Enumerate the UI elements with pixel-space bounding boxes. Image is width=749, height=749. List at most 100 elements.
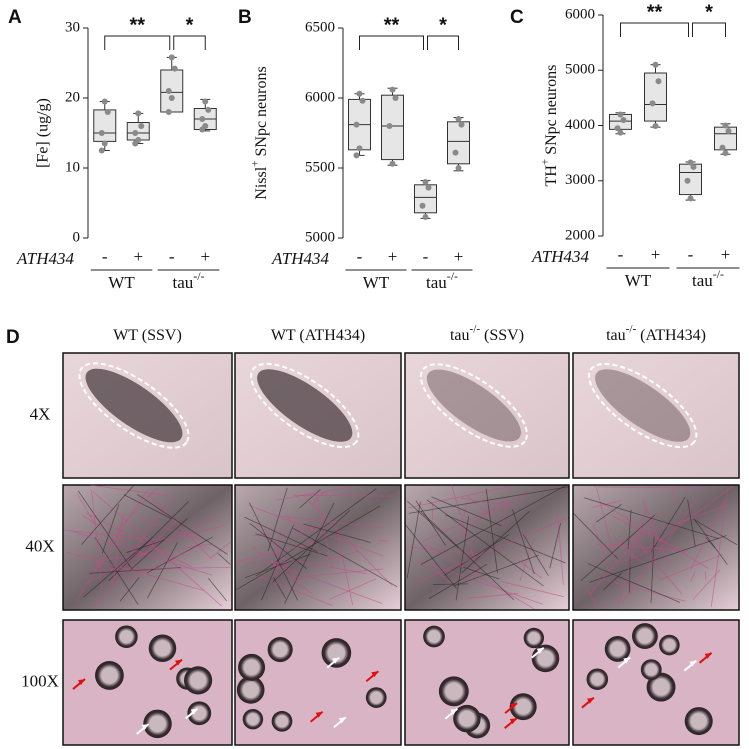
fiber [123,494,172,519]
sig-label: * [439,14,447,36]
fiber [705,537,716,549]
data-point [455,165,462,171]
fiber [322,550,359,562]
fiber [244,516,318,552]
fiber [76,493,95,524]
sig-label: ** [384,14,400,36]
column-label-sup: -/- [626,323,637,335]
data-point [620,116,627,123]
panel-letter: B [238,7,252,28]
box [714,126,737,151]
data-point [205,106,212,113]
fiber [404,524,457,589]
panel-letter: D [6,327,20,348]
fiber [603,505,726,550]
y-label-main: TH [543,165,560,187]
column-label: tau-/- (ATH434) [606,323,706,344]
sig-bracket [173,35,206,50]
x-tick-label: - [618,245,624,264]
column-label-main: WT (SSV) [113,327,182,344]
y-tick-label: 20 [65,89,80,105]
arrow-head [338,717,346,724]
arrow-head [623,657,631,664]
fiber [66,551,204,591]
group-label: tau-/- [172,269,204,292]
neuron [604,636,631,662]
y-tick-label: 4000 [565,117,595,133]
y-tick-label: 6500 [305,19,335,35]
x-tick-label: - [688,245,694,264]
fiber [593,486,705,489]
y-tick-label: 5000 [305,229,335,245]
fiber [461,510,530,574]
fiber [303,523,371,543]
fiber [455,516,470,601]
panel-letter: A [8,7,22,28]
arrow-head [371,671,379,678]
group-label: WT [363,273,390,292]
panel-letter: C [510,7,524,28]
fiber [252,546,312,594]
fiber [694,519,728,565]
data-point [104,109,111,115]
data-point [98,147,105,154]
x-tick-label: + [388,247,398,266]
fiber [117,487,158,530]
column-label-sup: -/- [469,323,480,335]
y-tick-label: 10 [65,159,80,175]
row-label: 40X [25,536,54,555]
data-point [652,61,659,68]
fiber [599,501,709,569]
fiber [119,577,140,602]
group-label-main: WT [108,273,135,292]
fiber [603,572,622,591]
fiber [704,571,707,581]
neuron [187,701,212,726]
fiber [128,547,196,580]
data-point [132,130,139,136]
column-label-main: tau [606,327,626,344]
fiber [631,535,683,595]
fiber [420,511,515,601]
neuron [531,644,560,673]
image-bg [404,352,570,479]
sig-bracket [104,35,171,50]
fiber [280,557,367,574]
fiber [611,515,686,554]
neuron [423,625,445,648]
data-point [722,150,729,157]
data-point [101,140,108,147]
data-point [389,160,396,167]
fiber [517,559,543,579]
data-point [165,88,172,94]
data-point [202,98,209,105]
fiber [299,489,321,509]
data-point [422,214,429,220]
micrograph [572,352,740,479]
arrow-head [704,652,712,659]
image-bg [62,484,233,611]
group-label-sup: -/- [193,269,204,283]
image-bg [234,619,402,746]
column-label: tau-/- (SSV) [450,323,524,344]
sig-label: * [186,14,194,36]
fiber [275,486,353,501]
sig-label: ** [647,1,663,23]
neuron [659,634,680,656]
neuron [640,659,662,681]
y-label-sup: + [249,161,261,167]
fiber [285,515,322,557]
fiber [64,529,163,541]
y-label-sup: + [539,159,551,165]
fiber [460,497,518,508]
fiber [596,488,616,563]
outline [250,362,360,449]
fiber [329,578,376,600]
fiber [210,541,231,559]
data-point [101,98,108,105]
column-label-rest: (SSV) [480,327,524,344]
neuron [271,710,293,732]
arrow-head [536,647,544,654]
box [381,94,404,161]
arrow-head [315,711,323,718]
